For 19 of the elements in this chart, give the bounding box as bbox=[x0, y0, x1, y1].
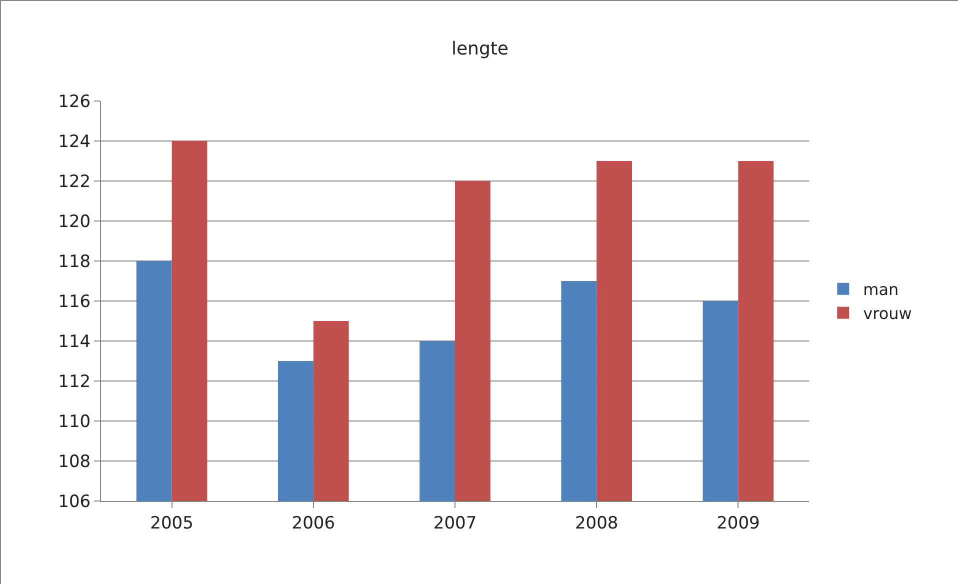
legend-label: man bbox=[863, 280, 899, 300]
y-tick-label: 118 bbox=[58, 252, 91, 272]
y-tick-label: 126 bbox=[58, 92, 91, 112]
y-tick-label: 124 bbox=[58, 132, 91, 152]
y-tick-label: 122 bbox=[58, 172, 91, 192]
x-tick-label: 2009 bbox=[716, 513, 760, 534]
y-tick-label: 114 bbox=[58, 332, 91, 352]
x-tick-label: 2005 bbox=[150, 513, 194, 534]
x-tick-label: 2006 bbox=[292, 513, 336, 534]
y-tick-label: 112 bbox=[58, 372, 91, 392]
legend-label: vrouw bbox=[863, 304, 912, 323]
y-tick-label: 108 bbox=[58, 452, 91, 472]
y-tick-label: 110 bbox=[58, 412, 91, 432]
chart-title: lengte bbox=[451, 38, 509, 60]
x-tick-label: 2007 bbox=[433, 513, 477, 534]
y-tick-label: 116 bbox=[58, 292, 91, 312]
x-tick-label: 2008 bbox=[574, 513, 618, 534]
y-tick-label: 106 bbox=[58, 492, 91, 512]
y-tick-label: 120 bbox=[58, 212, 91, 232]
